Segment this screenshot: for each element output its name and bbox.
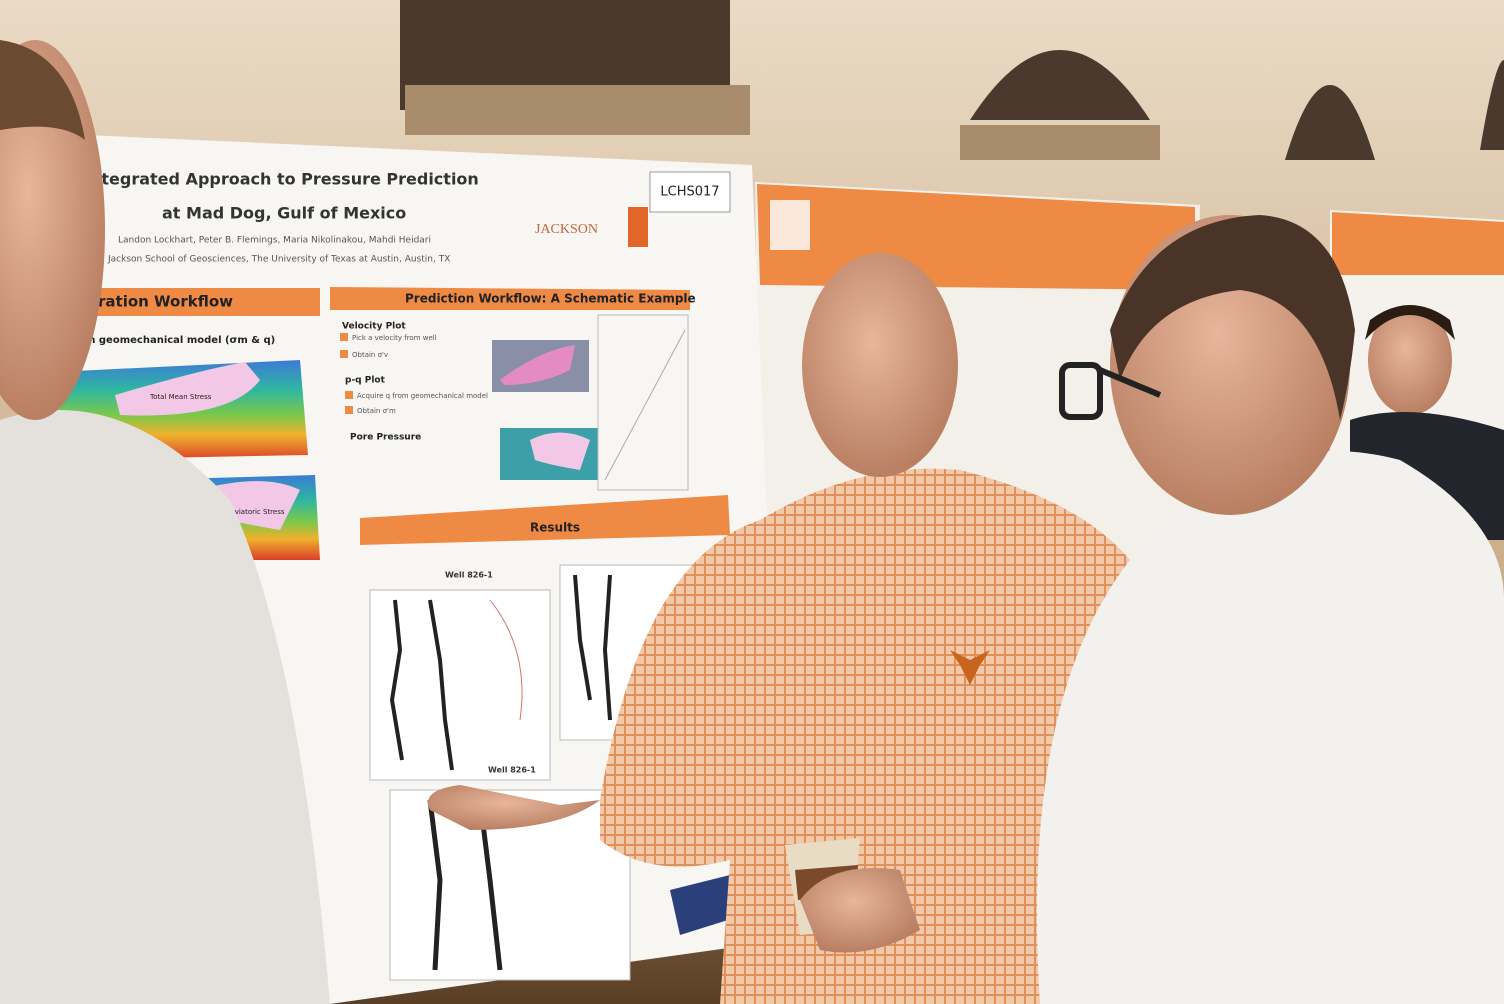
log-trace [489, 599, 523, 721]
figure-salt [115, 362, 260, 416]
booth-card [649, 171, 731, 213]
step-heading: p-q Plot [345, 376, 386, 386]
person-shirt [1036, 451, 1504, 1004]
person-hair [1365, 305, 1455, 340]
poster-authors: Landon Lockhart, Peter B. Flemings, Mari… [118, 236, 431, 246]
person-shirt [0, 410, 330, 1004]
poster-title: ntegrated Approach to Pressure Predictio… [90, 170, 479, 189]
window [1285, 85, 1375, 160]
logo [770, 200, 810, 250]
section-bar [360, 495, 730, 545]
section-title: ration Workflow [98, 293, 233, 311]
poster-title: at Mad Dog, Gulf of Mexico [162, 204, 406, 223]
section-title: Prediction Workflow: A Schematic Example [405, 292, 696, 306]
figure-label: Deviatoric Stress [225, 508, 285, 516]
figure-label: Well 826-1 [445, 571, 493, 580]
step-heading: Pore Pressure [350, 433, 421, 443]
person-glasses [1098, 367, 1162, 398]
shirt-logo [950, 650, 990, 685]
window [970, 50, 1150, 120]
poster-header [1332, 212, 1504, 275]
step-number [340, 333, 348, 341]
logo-text: JACKSON [535, 222, 598, 237]
figure-salt [530, 432, 590, 470]
person-hand [800, 868, 920, 953]
person-head [802, 253, 958, 477]
step-number [340, 350, 348, 358]
windows [400, 0, 1504, 160]
figure-label: Well 826-1 [488, 766, 536, 775]
person-head [1368, 305, 1452, 415]
person-hand [428, 785, 600, 830]
logo [628, 207, 648, 247]
poster-affiliation: Jackson School of Geosciences, The Unive… [107, 255, 450, 265]
log-trace [389, 599, 454, 771]
window [400, 0, 730, 110]
person-shirt [600, 468, 1150, 1004]
plot-line [604, 329, 686, 481]
step-text: Obtain σ'm [357, 407, 396, 415]
window-sill [960, 125, 1160, 160]
section-bar [330, 287, 690, 310]
step-text: Acquire q from geomechanical model [357, 392, 488, 400]
window-sill [405, 85, 750, 135]
booth-label: LCHS017 [660, 185, 719, 200]
step-number [345, 406, 353, 414]
section-bar [88, 288, 320, 316]
figure-salt [500, 345, 575, 385]
step-text: Obtain σ'v [352, 351, 388, 359]
person-glasses [1059, 362, 1103, 420]
person-hair [1110, 215, 1355, 420]
step-number [345, 391, 353, 399]
figure-plot [597, 314, 689, 491]
log-trace [573, 574, 612, 721]
person-hair [0, 40, 85, 140]
step-heading: Velocity Plot [342, 322, 406, 332]
figure-label: Total Mean Stress [149, 393, 212, 401]
window [1480, 60, 1504, 150]
section-title: Results [530, 521, 580, 535]
caption: m geomechanical model (σm & q) [85, 335, 275, 346]
step-text: Pick a velocity from well [352, 334, 437, 342]
